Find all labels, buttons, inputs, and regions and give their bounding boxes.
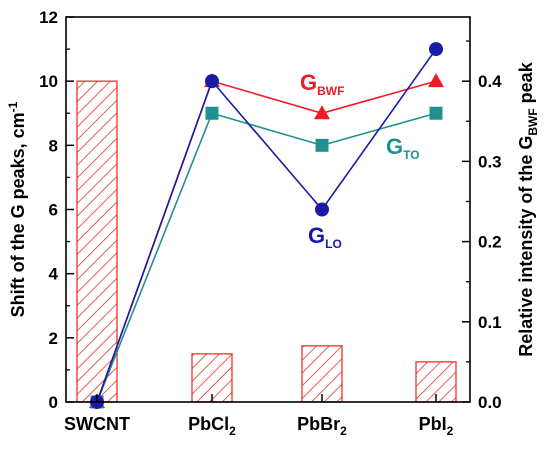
left-tick-label: 2 bbox=[49, 329, 58, 348]
right-tick-label: 0.2 bbox=[478, 233, 502, 252]
point-lo-3 bbox=[429, 42, 443, 57]
bar-pbcl bbox=[191, 353, 233, 403]
left-tick-label: 4 bbox=[49, 265, 59, 284]
labels-layer: Shift of the G peaks, cm-1 Relative inten… bbox=[6, 61, 540, 356]
series-line-lo bbox=[96, 48, 437, 403]
bar-swcnt bbox=[76, 80, 118, 403]
series-label-bwf: GBWF bbox=[300, 70, 344, 98]
right-tick-label: 0.4 bbox=[478, 72, 502, 91]
series-label-lo: GLO bbox=[308, 223, 342, 251]
point-to-2 bbox=[315, 138, 329, 152]
left-tick-label: 0 bbox=[49, 393, 58, 412]
left-tick-label: 8 bbox=[49, 136, 58, 155]
axes-layer: 0 2 4 6 8 10 12 0.0 0.1 0.2 0.3 0.4 SWCNT PbCl2 PbBr2 P… bbox=[39, 8, 502, 438]
left-axis-title: Shift of the G peaks, cm-1 bbox=[6, 101, 28, 317]
point-to-1 bbox=[205, 106, 219, 120]
x-tick-label-pbcl: PbCl2 bbox=[188, 414, 236, 438]
right-axis-title: Relative intensity of the GBWF peak bbox=[516, 61, 540, 356]
x-tick-label-pbbr: PbBr2 bbox=[297, 414, 347, 438]
point-to-3 bbox=[429, 106, 443, 120]
bar-pbbr bbox=[301, 345, 343, 403]
x-tick-label-pbi: PbI2 bbox=[419, 414, 454, 438]
point-lo-2 bbox=[315, 202, 329, 217]
series-label-to: GTO bbox=[386, 134, 420, 162]
left-tick-label: 6 bbox=[49, 201, 58, 220]
bars-layer bbox=[76, 80, 457, 403]
left-tick-label: 12 bbox=[39, 8, 58, 27]
x-tick-label-swcnt: SWCNT bbox=[64, 414, 130, 434]
lines-layer bbox=[89, 42, 444, 409]
point-bwf-3 bbox=[428, 73, 444, 88]
right-tick-label: 0.3 bbox=[478, 152, 502, 171]
right-tick-label: 0.0 bbox=[478, 393, 502, 412]
point-lo-1 bbox=[205, 74, 219, 89]
point-bwf-2 bbox=[314, 105, 330, 120]
right-tick-label: 0.1 bbox=[478, 313, 502, 332]
left-tick-label: 10 bbox=[39, 72, 58, 91]
